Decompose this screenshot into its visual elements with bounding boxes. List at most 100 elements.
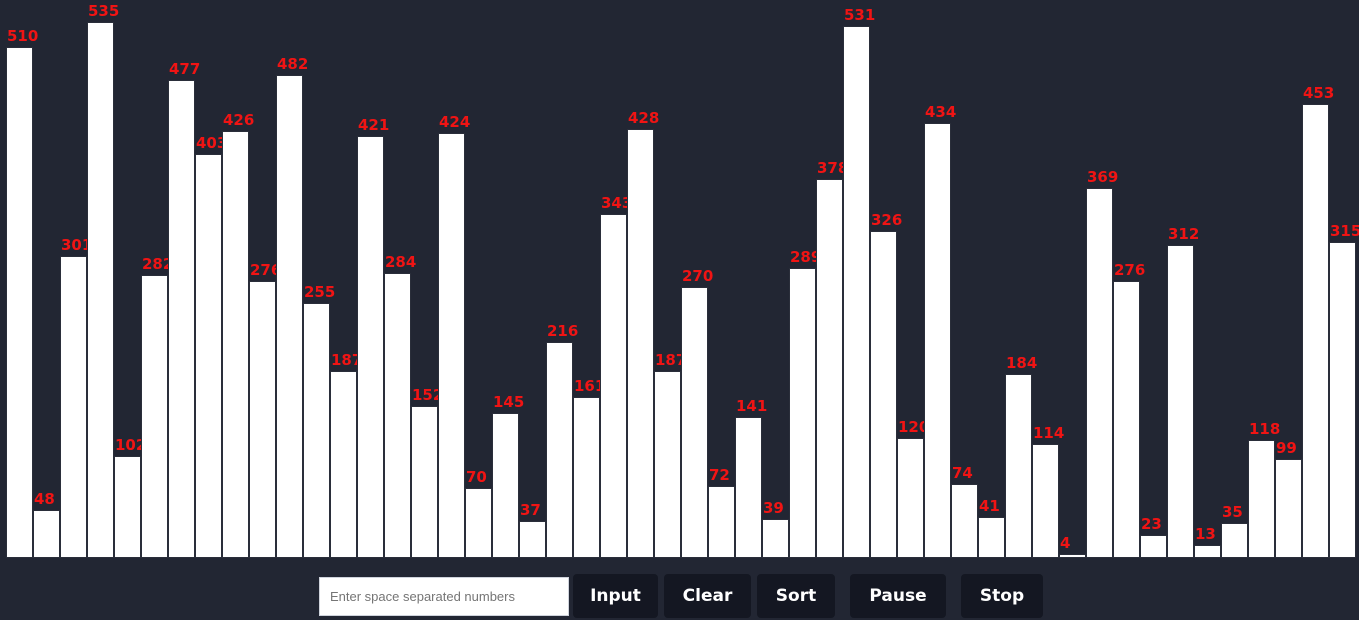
bar-value-label: 378 xyxy=(817,159,849,177)
bar xyxy=(789,268,816,558)
bar xyxy=(1221,523,1248,558)
bar xyxy=(276,75,303,558)
bar-value-label: 184 xyxy=(1006,354,1038,372)
bar xyxy=(546,342,573,558)
bar-value-label: 120 xyxy=(898,418,930,436)
bar-value-label: 114 xyxy=(1033,424,1065,442)
bar-visualizer: 510 48 301 535 102 282 477 403 426 276 482 255 187 42… xyxy=(6,2,1359,558)
bar-value-label: 428 xyxy=(628,109,660,127)
bar xyxy=(384,273,411,558)
bar xyxy=(1275,459,1302,558)
bar-value-label: 477 xyxy=(169,60,201,78)
bar xyxy=(600,214,627,558)
bar-value-label: 35 xyxy=(1222,503,1243,521)
bar xyxy=(1113,281,1140,558)
bar-value-label: 4 xyxy=(1060,534,1071,552)
bar-value-label: 326 xyxy=(871,211,903,229)
bar xyxy=(1302,104,1329,558)
clear-button[interactable]: Clear xyxy=(664,574,751,618)
bar xyxy=(654,371,681,558)
bar-value-label: 301 xyxy=(61,236,93,254)
control-bar: Input Clear Sort Pause Stop xyxy=(0,560,1359,620)
bar-value-label: 421 xyxy=(358,116,390,134)
bar xyxy=(1032,444,1059,558)
bar xyxy=(708,486,735,558)
bar xyxy=(1005,374,1032,558)
bar-value-label: 424 xyxy=(439,113,471,131)
bar-value-label: 426 xyxy=(223,111,255,129)
bar xyxy=(438,133,465,558)
bar xyxy=(492,413,519,558)
bar-value-label: 102 xyxy=(115,436,147,454)
bar xyxy=(1059,554,1086,558)
bar-value-label: 41 xyxy=(979,497,1000,515)
bar xyxy=(6,47,33,558)
bar-value-label: 48 xyxy=(34,490,55,508)
bar-value-label: 141 xyxy=(736,397,768,415)
bar-value-label: 434 xyxy=(925,103,957,121)
bar-value-label: 284 xyxy=(385,253,417,271)
bar xyxy=(924,123,951,558)
bar xyxy=(816,179,843,558)
bar xyxy=(249,281,276,558)
bar xyxy=(1194,545,1221,558)
bar xyxy=(735,417,762,558)
bar xyxy=(141,275,168,558)
bar-value-label: 145 xyxy=(493,393,525,411)
bar xyxy=(1086,188,1113,558)
bar xyxy=(222,131,249,558)
bar xyxy=(1248,440,1275,558)
bar xyxy=(1167,245,1194,558)
bar-value-label: 312 xyxy=(1168,225,1200,243)
bar-value-label: 482 xyxy=(277,55,309,73)
bar xyxy=(87,22,114,558)
bar-value-label: 270 xyxy=(682,267,714,285)
bar xyxy=(357,136,384,558)
bar xyxy=(330,371,357,558)
bar-value-label: 510 xyxy=(7,27,39,45)
bar-value-label: 74 xyxy=(952,464,973,482)
bar xyxy=(843,26,870,558)
bar xyxy=(60,256,87,558)
bar xyxy=(114,456,141,558)
bar-value-label: 315 xyxy=(1330,222,1359,240)
bar xyxy=(627,129,654,558)
bar-value-label: 276 xyxy=(1114,261,1146,279)
bar-value-label: 99 xyxy=(1276,439,1297,457)
bar xyxy=(573,397,600,558)
bar-value-label: 187 xyxy=(331,351,363,369)
bar-value-label: 70 xyxy=(466,468,487,486)
bar-value-label: 152 xyxy=(412,386,444,404)
bar-value-label: 535 xyxy=(88,2,120,20)
bar xyxy=(303,303,330,558)
bar-value-label: 37 xyxy=(520,501,541,519)
bar xyxy=(951,484,978,558)
bar xyxy=(519,521,546,558)
bar-value-label: 72 xyxy=(709,466,730,484)
bar-value-label: 282 xyxy=(142,255,174,273)
stop-button[interactable]: Stop xyxy=(961,574,1043,618)
bar-value-label: 118 xyxy=(1249,420,1281,438)
bar-value-label: 531 xyxy=(844,6,876,24)
bar xyxy=(195,154,222,558)
input-button[interactable]: Input xyxy=(573,574,658,618)
bar xyxy=(1329,242,1356,558)
bar xyxy=(168,80,195,558)
bar-value-label: 276 xyxy=(250,261,282,279)
bar xyxy=(1140,535,1167,558)
bar-value-label: 23 xyxy=(1141,515,1162,533)
bar-value-label: 161 xyxy=(574,377,606,395)
bar xyxy=(465,488,492,558)
bar-value-label: 453 xyxy=(1303,84,1335,102)
bar-value-label: 403 xyxy=(196,134,228,152)
pause-button[interactable]: Pause xyxy=(850,574,946,618)
bar xyxy=(897,438,924,558)
bar xyxy=(978,517,1005,558)
bar xyxy=(870,231,897,558)
bar xyxy=(411,406,438,558)
bar xyxy=(762,519,789,558)
bar-value-label: 369 xyxy=(1087,168,1119,186)
sort-button[interactable]: Sort xyxy=(757,574,835,618)
numbers-input[interactable] xyxy=(319,577,569,616)
bar xyxy=(33,510,60,558)
